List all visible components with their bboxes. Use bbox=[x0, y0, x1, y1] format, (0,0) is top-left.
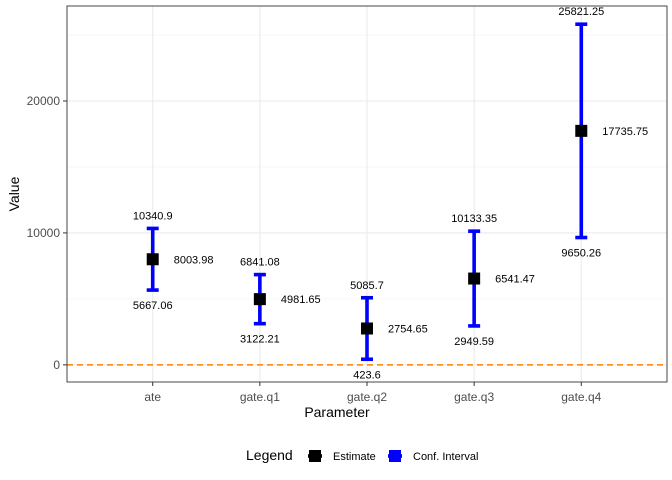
legend: Legend Estimate Conf. Interval bbox=[246, 447, 478, 463]
legend-entry-label: Conf. Interval bbox=[413, 451, 478, 463]
x-tick-label: ate bbox=[144, 390, 161, 404]
estimate-point bbox=[575, 124, 588, 137]
lower-bound-label: 9650.26 bbox=[561, 248, 601, 260]
x-tick-label: gate.q2 bbox=[347, 390, 387, 404]
upper-bound-label: 25821.25 bbox=[558, 6, 604, 18]
y-tick-label: 20000 bbox=[27, 94, 61, 108]
legend-entry-label: Estimate bbox=[333, 451, 376, 463]
lower-bound-label: 3122.21 bbox=[240, 334, 280, 346]
axes: 0 10000 20000 ate gate.q1 gate.q2 gate.q3 gate.… bbox=[27, 94, 602, 404]
upper-bound-label: 10133.35 bbox=[451, 213, 497, 225]
x-tick-label: gate.q1 bbox=[240, 390, 280, 404]
upper-bound-label: 6841.08 bbox=[240, 257, 280, 269]
estimate-label: 17735.75 bbox=[602, 126, 648, 138]
estimate-point bbox=[253, 293, 266, 306]
x-tick-label: gate.q3 bbox=[454, 390, 494, 404]
y-tick-label: 0 bbox=[53, 358, 60, 372]
x-tick-label: gate.q4 bbox=[561, 390, 601, 404]
estimate-label: 8003.98 bbox=[174, 254, 214, 266]
lower-bound-label: 423.6 bbox=[353, 369, 381, 381]
estimate-point bbox=[146, 253, 159, 266]
point-layer bbox=[146, 124, 588, 335]
estimate-label: 2754.65 bbox=[388, 324, 428, 336]
y-axis-title: Value bbox=[6, 176, 22, 211]
x-axis-title: Parameter bbox=[304, 404, 370, 420]
upper-bound-label: 5085.7 bbox=[350, 280, 384, 292]
legend-key-square bbox=[309, 450, 321, 462]
estimate-point bbox=[468, 272, 481, 285]
upper-bound-label: 10340.9 bbox=[133, 210, 173, 222]
estimate-point bbox=[361, 322, 373, 335]
label-layer: 8003.98 10340.9 5667.06 4981.65 6841.08 3122.… bbox=[133, 6, 648, 381]
legend-title: Legend bbox=[246, 447, 293, 463]
estimate-label: 6541.47 bbox=[495, 274, 535, 286]
legend-key-square bbox=[389, 450, 401, 462]
legend-entries: Estimate Conf. Interval bbox=[308, 450, 478, 463]
y-tick-label: 10000 bbox=[27, 226, 61, 240]
lower-bound-label: 5667.06 bbox=[133, 300, 173, 312]
lower-bound-label: 2949.59 bbox=[454, 336, 494, 348]
estimate-label: 4981.65 bbox=[281, 294, 321, 306]
